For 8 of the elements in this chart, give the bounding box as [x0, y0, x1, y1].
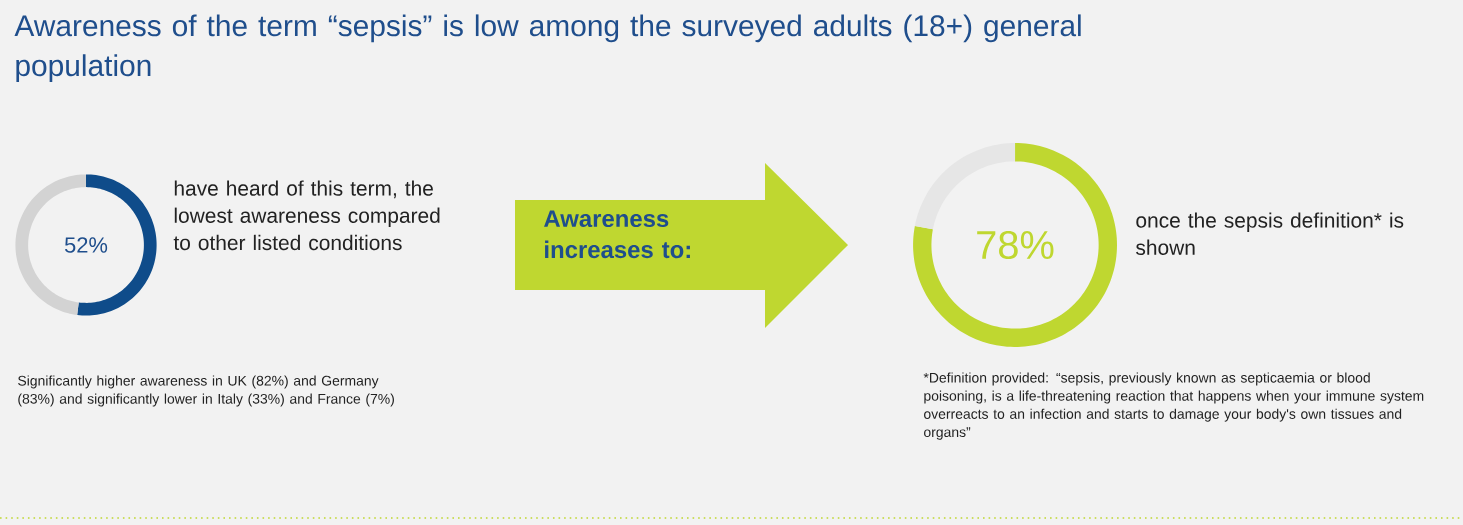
data-label: 78%: [977, 230, 1054, 260]
text: *Definition provided: “sepsis, previously known as septicaemia or blood poisoning, is a life-threatening reaction that happens when your immune system overreacts to an infection and starts to damage your body's own tissues and organs”: [923, 372, 1424, 440]
text: Significantly higher awareness in UK (82%) and Germany (83%) and significantly lower in Italy (33%) and France (7%): [18, 375, 394, 407]
text: Awareness increases to:: [544, 210, 690, 259]
text: once the sepsis definition* is shown: [1136, 212, 1404, 255]
text: have heard of this term, the lowest awareness compared to other listed conditions: [173, 180, 440, 251]
text: Awareness of the term “sepsis” is low among the surveyed adults (18+) general population: [14, 14, 1081, 83]
data-label: 52%: [64, 237, 108, 253]
